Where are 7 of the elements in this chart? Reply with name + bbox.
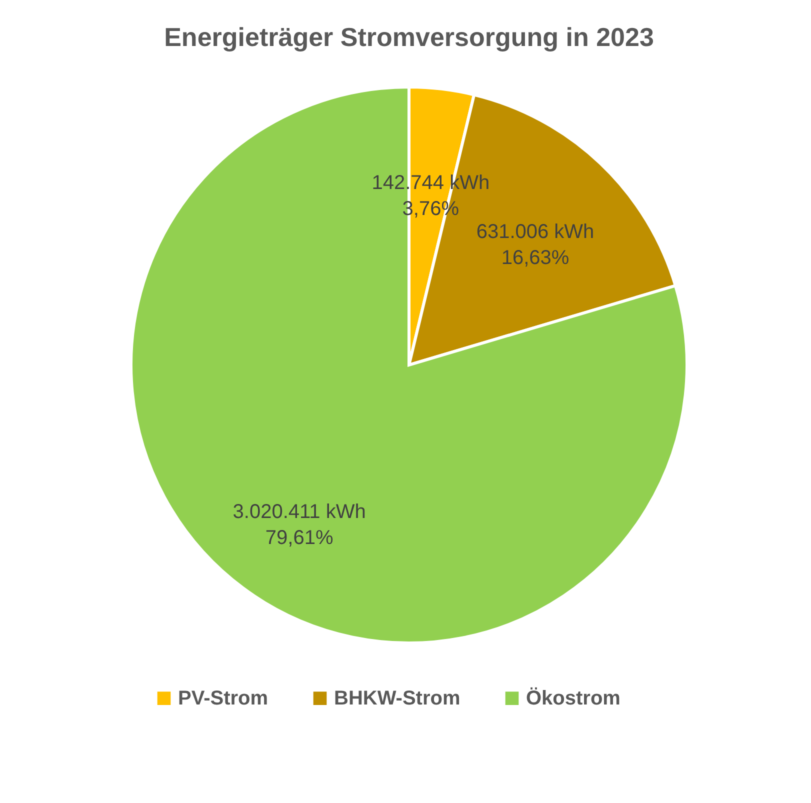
legend-label: PV-Strom — [178, 687, 268, 710]
chart-title: Energieträger Stromversorgung in 2023 — [164, 22, 654, 52]
data-label: 3.020.411 kWh 79,61% — [232, 501, 366, 550]
legend-label: Ökostrom — [526, 686, 620, 710]
legend-label: BHKW-Strom — [334, 687, 460, 710]
data-label: 631.006 kWh 16,63% — [476, 220, 594, 269]
pie-slice — [130, 86, 688, 644]
